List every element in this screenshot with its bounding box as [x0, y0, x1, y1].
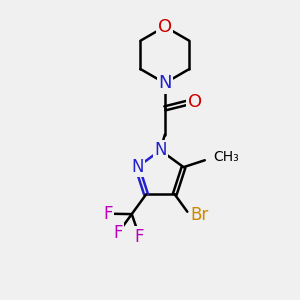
- Text: F: F: [103, 205, 113, 223]
- Text: F: F: [113, 224, 122, 242]
- Text: O: O: [158, 18, 172, 36]
- Text: N: N: [154, 141, 167, 159]
- Text: O: O: [188, 93, 202, 111]
- Text: N: N: [158, 74, 172, 92]
- Text: F: F: [135, 228, 144, 246]
- Text: Br: Br: [190, 206, 208, 224]
- Text: CH₃: CH₃: [213, 150, 239, 164]
- Text: N: N: [131, 158, 143, 176]
